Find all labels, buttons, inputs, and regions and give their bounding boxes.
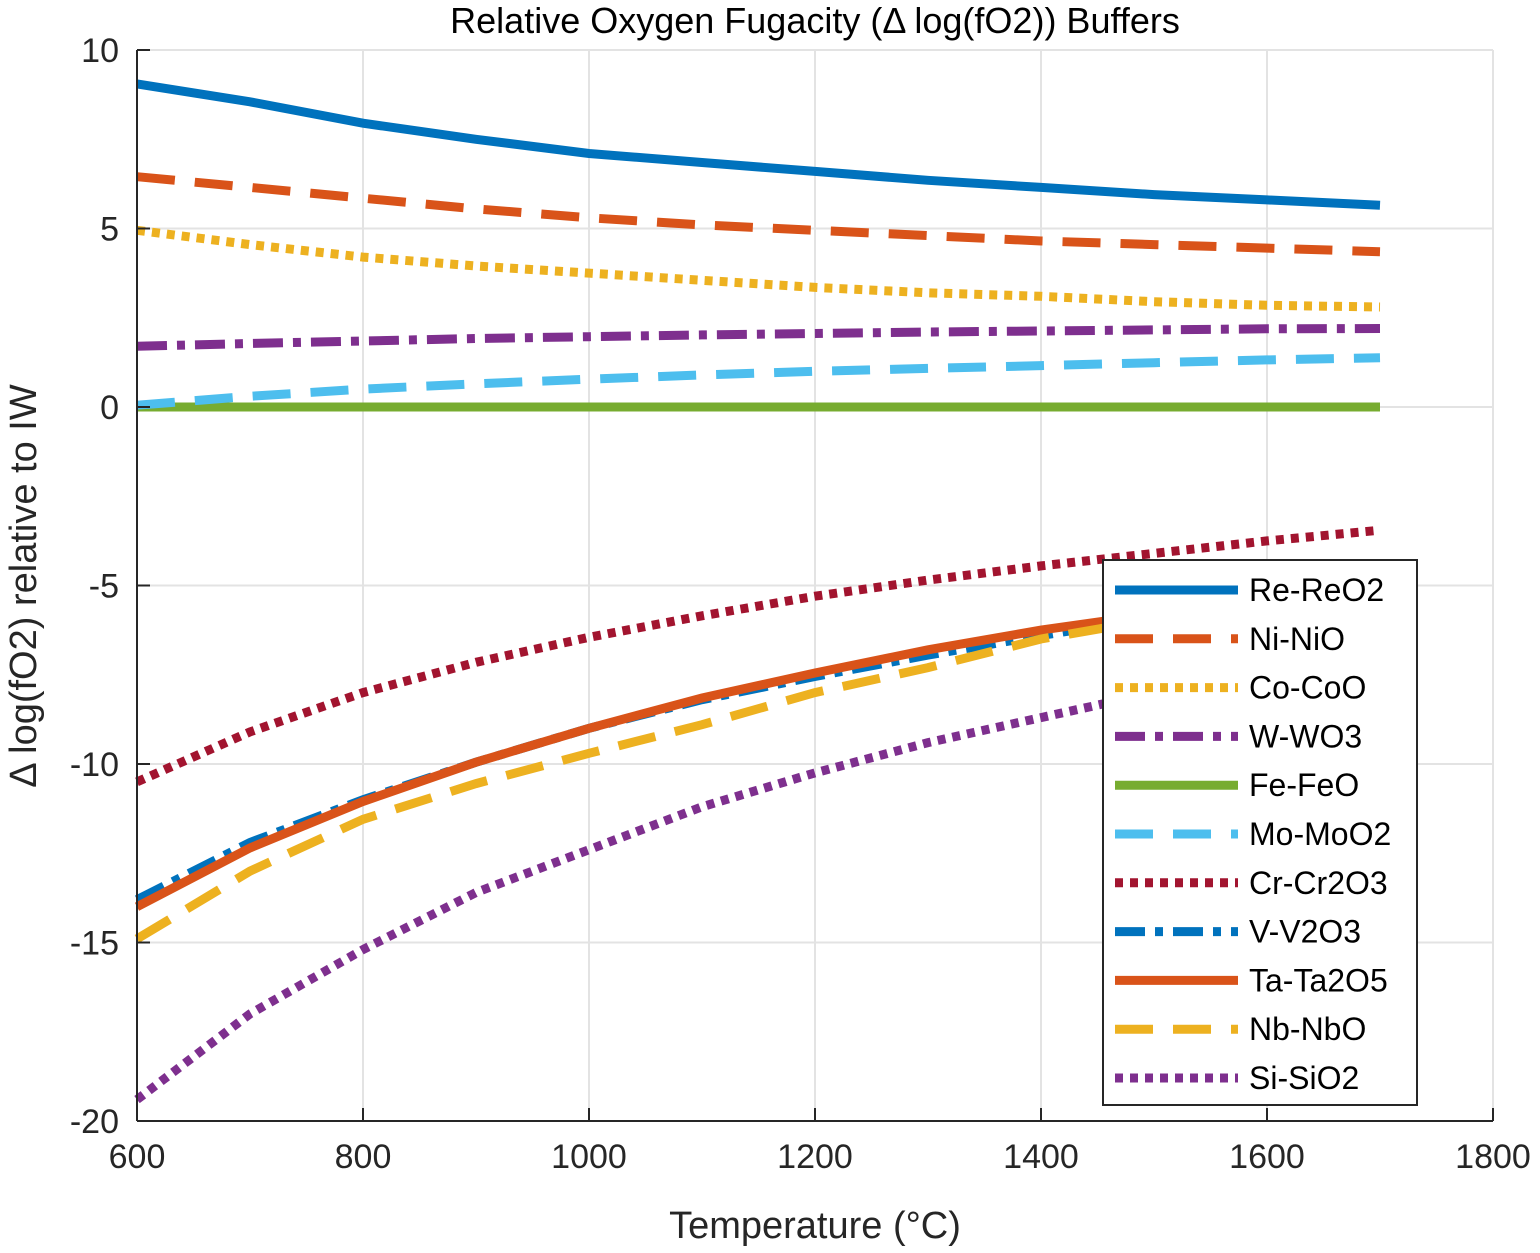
legend-label: Si-SiO2 (1249, 1060, 1359, 1096)
x-tick-label: 1200 (777, 1138, 853, 1176)
series-line-cr-cr2o3 (135, 525, 1381, 787)
series-line-ni-nio (136, 172, 1381, 257)
legend-label: Re-ReO2 (1249, 572, 1384, 608)
x-tick-label: 1400 (1003, 1138, 1079, 1176)
x-tick-label: 600 (109, 1138, 166, 1176)
series-line-re-reo2 (136, 79, 1381, 210)
legend-label: W-WO3 (1249, 718, 1362, 754)
x-tick-label: 1600 (1229, 1138, 1305, 1176)
y-tick-label: 0 (100, 389, 119, 427)
legend-label: Cr-Cr2O3 (1249, 865, 1388, 901)
y-tick-label: -5 (89, 568, 119, 606)
legend-label: Co-CoO (1249, 670, 1366, 706)
legend-label: V-V2O3 (1249, 914, 1361, 950)
axes (136, 49, 1494, 1122)
series-line-w-wo3 (136, 324, 1381, 351)
x-tick-label: 800 (335, 1138, 392, 1176)
y-axis-label: Δ log(fO2) relative to IW (3, 384, 45, 788)
y-tick-label: -15 (70, 925, 119, 963)
x-tick-label: 1800 (1455, 1138, 1531, 1176)
y-tick-label: -10 (70, 746, 119, 784)
y-tick-label: -20 (70, 1103, 119, 1141)
legend-label: Mo-MoO2 (1249, 816, 1391, 852)
y-tick-label: 5 (100, 211, 119, 249)
x-axis-label: Temperature (°C) (669, 1205, 961, 1247)
legend-label: Ni-NiO (1249, 621, 1345, 657)
series-line-mo-moo2 (136, 353, 1381, 410)
chart-title: Relative Oxygen Fugacity (Δ log(fO2)) Bu… (450, 0, 1180, 41)
legend-label: Nb-NbO (1249, 1011, 1366, 1047)
y-tick-label: 10 (81, 32, 119, 70)
x-tick-label: 1000 (551, 1138, 627, 1176)
series-line-nb-nbo (134, 581, 1381, 943)
series-line-co-coo (136, 225, 1381, 312)
tick-labels: 600 800 1000 1200 1400 1600 1800 10 5 0 -5 -10 -15 -2… (70, 32, 1531, 1176)
legend-box (1102, 559, 1418, 1106)
legend-label: Ta-Ta2O5 (1249, 962, 1388, 998)
legend: Re-ReO2 Ni-NiO Co-CoO W-WO3 Fe-FeO Mo-MoO2 Cr-… (1102, 559, 1418, 1106)
legend-label: Fe-FeO (1249, 767, 1359, 803)
